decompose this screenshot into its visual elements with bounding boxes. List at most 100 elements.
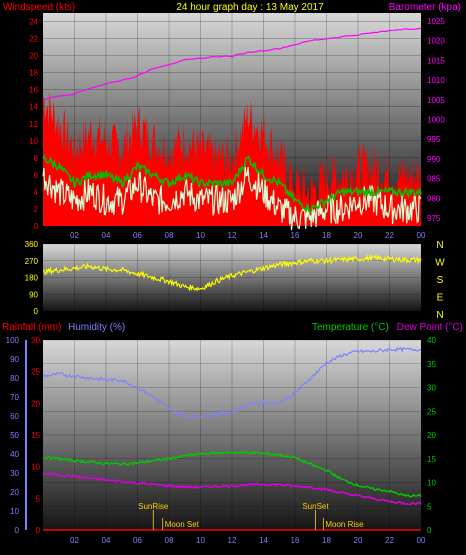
x-tick-label: 08 bbox=[165, 231, 174, 240]
windspeed-tick-label: 4 bbox=[34, 188, 39, 197]
barometer-tick-label: 1015 bbox=[427, 56, 445, 65]
humidity-tick-label: 50 bbox=[10, 431, 19, 440]
compass-label: N bbox=[436, 310, 443, 321]
x-tick-label: 02 bbox=[70, 231, 79, 240]
x-tick-label: 20 bbox=[354, 536, 363, 545]
x-tick-label: 22 bbox=[385, 231, 394, 240]
barometer-tick-label: 975 bbox=[427, 214, 441, 223]
rainfall-tick-label: 25 bbox=[31, 368, 40, 377]
wind-speed-line bbox=[42, 166, 422, 231]
humidity-tick-label: 20 bbox=[10, 488, 19, 497]
windspeed-tick-label: 16 bbox=[29, 86, 38, 95]
rainfall-tick-label: 15 bbox=[31, 431, 40, 440]
direction-panel-background bbox=[43, 244, 421, 311]
compass-label: W bbox=[435, 258, 445, 269]
windspeed-tick-label: 14 bbox=[29, 103, 38, 112]
barometer-tick-label: 995 bbox=[427, 135, 441, 144]
rainfall-tick-label: 30 bbox=[31, 336, 40, 345]
direction-tick-label: 270 bbox=[25, 257, 39, 266]
x-tick-label: 14 bbox=[259, 231, 268, 240]
temp-panel-background bbox=[43, 340, 421, 530]
compass-label: S bbox=[437, 275, 444, 286]
rainfall-tick-label: 10 bbox=[31, 463, 40, 472]
temperature-line bbox=[42, 450, 422, 498]
barometer-tick-label: 1000 bbox=[427, 116, 445, 125]
wind-average-line bbox=[42, 153, 422, 213]
temperature-tick-label: 35 bbox=[427, 360, 436, 369]
compass-label: N bbox=[436, 240, 443, 251]
windspeed-tick-label: 0 bbox=[34, 222, 39, 231]
temperature-tick-label: 20 bbox=[427, 431, 436, 440]
temperature-tick-label: 5 bbox=[427, 502, 432, 511]
moon-event-label: Moon Set bbox=[165, 520, 200, 529]
direction-tick-label: 90 bbox=[29, 290, 38, 299]
temperature-tick-label: 10 bbox=[427, 479, 436, 488]
x-tick-label: 04 bbox=[102, 231, 111, 240]
barometer-tick-label: 990 bbox=[427, 155, 441, 164]
temp-panel-ticks: 0102030405060708090100051015202530051015… bbox=[6, 336, 437, 545]
rainfall-tick-label: 20 bbox=[31, 399, 40, 408]
windspeed-tick-label: 2 bbox=[34, 205, 39, 214]
direction-tick-label: 0 bbox=[34, 307, 39, 316]
x-tick-label: 18 bbox=[322, 231, 331, 240]
humidity-tick-label: 70 bbox=[10, 393, 19, 402]
rainfall-tick-label: 5 bbox=[36, 494, 41, 503]
temperature-tick-label: 40 bbox=[427, 336, 436, 345]
windspeed-tick-label: 24 bbox=[29, 18, 38, 27]
rainfall-tick-label: 0 bbox=[36, 526, 41, 535]
barometer-tick-label: 980 bbox=[427, 194, 441, 203]
humidity-tick-label: 10 bbox=[10, 507, 19, 516]
humidity-tick-label: 40 bbox=[10, 450, 19, 459]
compass-label: E bbox=[437, 293, 444, 304]
wind-panel-ticks: 0246810121416182022249759809859909951000… bbox=[29, 17, 445, 240]
x-tick-label: 02 bbox=[70, 536, 79, 545]
windspeed-tick-label: 8 bbox=[34, 154, 39, 163]
x-tick-label: 20 bbox=[354, 231, 363, 240]
x-tick-label: 00 bbox=[417, 536, 426, 545]
barometer-tick-label: 1005 bbox=[427, 96, 445, 105]
barometer-tick-label: 1010 bbox=[427, 76, 445, 85]
temp-panel-series bbox=[42, 346, 422, 531]
humidity-line bbox=[42, 346, 422, 419]
x-tick-label: 12 bbox=[228, 536, 237, 545]
humidity-tick-label: 60 bbox=[10, 412, 19, 421]
humidity-tick-label: 30 bbox=[10, 469, 19, 478]
wind-direction-line bbox=[42, 253, 422, 292]
temperature-tick-label: 15 bbox=[427, 455, 436, 464]
x-tick-label: 10 bbox=[196, 536, 205, 545]
x-tick-label: 18 bbox=[322, 536, 331, 545]
barometer-tick-label: 985 bbox=[427, 175, 441, 184]
sun-event-label: SunRise bbox=[138, 502, 169, 511]
windspeed-tick-label: 20 bbox=[29, 52, 38, 61]
x-tick-label: 04 bbox=[102, 536, 111, 545]
x-tick-label: 12 bbox=[228, 231, 237, 240]
x-tick-label: 00 bbox=[417, 231, 426, 240]
x-tick-label: 06 bbox=[133, 536, 142, 545]
windspeed-tick-label: 18 bbox=[29, 69, 38, 78]
windspeed-tick-label: 12 bbox=[29, 120, 38, 129]
windspeed-title: Windspeed (kts) bbox=[3, 2, 75, 13]
barometer-line bbox=[42, 27, 422, 101]
rainfall-title: Rainfall (mm) bbox=[2, 322, 61, 333]
temp-humidity-panel: SunRise Moon Set SunSet Moon Rise 0 10 20 30 40… bbox=[6, 336, 437, 545]
x-tick-label: 06 bbox=[133, 231, 142, 240]
windspeed-tick-label: 6 bbox=[34, 171, 39, 180]
windspeed-tick-label: 22 bbox=[29, 35, 38, 44]
x-tick-label: 10 bbox=[196, 231, 205, 240]
humidity-tick-label: 90 bbox=[10, 355, 19, 364]
temperature-tick-label: 30 bbox=[427, 384, 436, 393]
humidity-title: Humidity (%) bbox=[68, 322, 125, 333]
wind-barometer-panel: 0246810121416182022249759809859909951000… bbox=[29, 13, 445, 240]
sun-event-label: SunSet bbox=[302, 502, 329, 511]
temp-panel-events: SunRise Moon Set SunSet Moon Rise bbox=[138, 502, 364, 530]
humidity-tick-label: 100 bbox=[6, 336, 20, 345]
dewpoint-title: Dew Point (°C) bbox=[397, 322, 463, 333]
direction-panel-series bbox=[42, 253, 422, 292]
temp-panel-grid bbox=[43, 339, 421, 531]
x-tick-label: 14 bbox=[259, 536, 268, 545]
humidity-tick-label: 0 bbox=[15, 526, 20, 535]
temperature-tick-label: 0 bbox=[427, 526, 432, 535]
direction-tick-label: 180 bbox=[25, 274, 39, 283]
